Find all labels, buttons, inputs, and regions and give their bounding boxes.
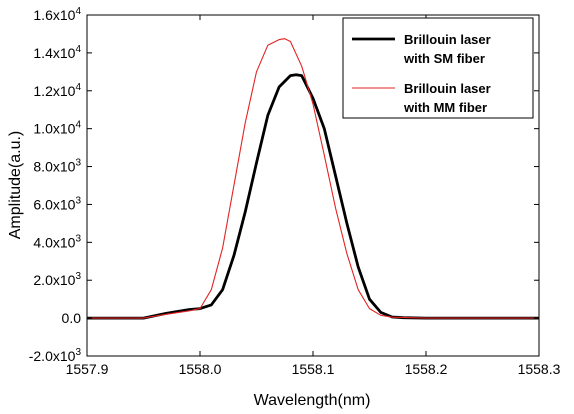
y-tick-label-exponent: 3 <box>75 347 81 358</box>
legend-label: with SM fiber <box>403 51 485 66</box>
y-tick-label-exponent: 3 <box>75 233 81 244</box>
y-tick-label-base: -2.0x10 <box>29 348 76 364</box>
y-tick-label-exponent: 4 <box>75 6 81 17</box>
x-tick-label: 1558.2 <box>405 361 448 377</box>
x-tick-label: 1557.9 <box>66 361 109 377</box>
legend-box <box>342 17 534 119</box>
y-tick-label: 0.0 <box>62 310 82 326</box>
y-tick-label-base: 6.0x10 <box>33 196 75 212</box>
y-tick-label: 2.0x103 <box>33 271 81 288</box>
y-tick-label: 1.4x104 <box>33 44 81 61</box>
x-axis: 1557.9 1558.0 1558.1 1558.2 1558.3 <box>66 15 561 377</box>
x-axis-label: Wavelength(nm) <box>254 392 371 409</box>
y-tick-label-exponent: 3 <box>75 158 81 169</box>
y-tick-label-base: 8.0x10 <box>33 159 75 175</box>
y-tick-label: 1.6x104 <box>33 6 81 23</box>
y-tick-label-base: 2.0x10 <box>33 272 75 288</box>
y-tick-label: 1.0x104 <box>33 120 81 137</box>
y-tick-label-exponent: 3 <box>75 271 81 282</box>
series-layer <box>87 38 539 320</box>
y-tick-label-exponent: 3 <box>75 195 81 206</box>
legend-label: with MM fiber <box>403 100 487 115</box>
x-tick-label: 1558.0 <box>179 361 222 377</box>
y-tick-label-exponent: 4 <box>75 44 81 55</box>
x-tick-label: 1558.3 <box>518 361 561 377</box>
y-tick-label-base: 1.4x10 <box>33 45 75 61</box>
series-line-sm-fiber <box>87 73 539 320</box>
y-axis: -2.0x1030.02.0x1034.0x1036.0x1038.0x1031… <box>29 6 539 364</box>
y-tick-label-base: 0.0 <box>62 310 82 326</box>
y-tick-label: 8.0x103 <box>33 158 81 175</box>
y-tick-label: 4.0x103 <box>33 233 81 250</box>
y-tick-label-base: 1.0x10 <box>33 121 75 137</box>
y-tick-label: -2.0x103 <box>29 347 82 364</box>
y-tick-label-exponent: 4 <box>75 82 81 93</box>
y-axis-label: Amplitude(a.u.) <box>7 131 24 240</box>
y-tick-label-exponent: 4 <box>75 120 81 131</box>
series-line-mm-fiber <box>87 38 539 319</box>
y-tick-label-base: 1.6x10 <box>33 7 75 23</box>
y-tick-label: 6.0x103 <box>33 195 81 212</box>
legend-label: Brillouin laser <box>404 32 491 47</box>
y-tick-label: 1.2x104 <box>33 82 81 99</box>
y-tick-label-base: 4.0x10 <box>33 234 75 250</box>
legend-label: Brillouin laser <box>404 81 491 96</box>
legend: Brillouin laser with SM fiber Brillouin la… <box>342 17 534 119</box>
y-tick-label-base: 1.2x10 <box>33 83 75 99</box>
x-tick-label: 1558.1 <box>292 361 335 377</box>
